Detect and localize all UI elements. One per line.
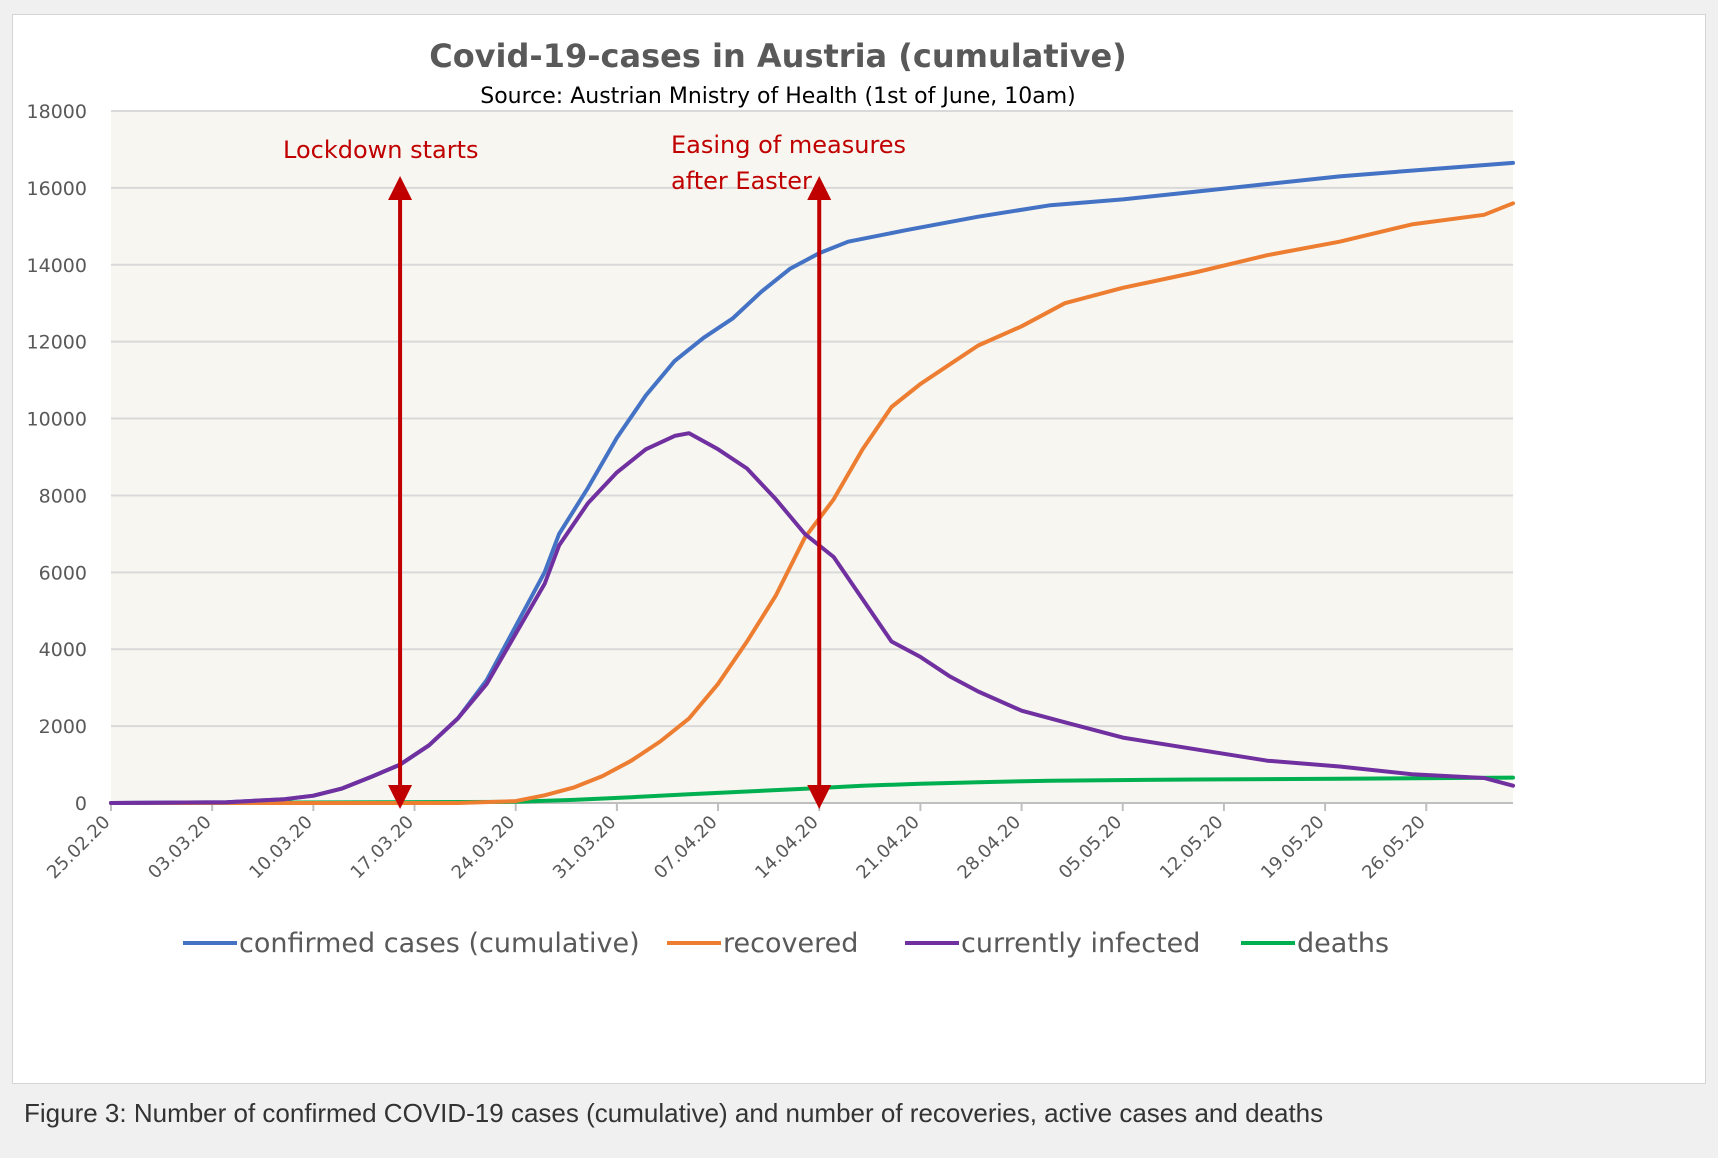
y-tick-label: 0 <box>75 793 87 815</box>
x-tick-label: 25.02.20 <box>43 812 115 884</box>
plot-background <box>111 111 1513 803</box>
x-tick-label: 03.03.20 <box>144 812 216 884</box>
legend-label: confirmed cases (cumulative) <box>239 928 640 959</box>
x-tick-label: 12.05.20 <box>1156 812 1228 884</box>
x-tick-label: 17.03.20 <box>347 812 419 884</box>
chart-title: Covid-19-cases in Austria (cumulative) <box>429 37 1127 75</box>
figure-caption: Figure 3: Number of confirmed COVID-19 c… <box>24 1098 1324 1128</box>
y-tick-label: 10000 <box>27 409 87 431</box>
y-tick-label: 6000 <box>39 562 87 584</box>
line-chart: 0 2000 4000 6000 8000 10000 12000 14000 16000 180… <box>27 37 1515 959</box>
series-line-recovered <box>109 201 1515 805</box>
x-tick-label: 26.05.20 <box>1358 812 1430 884</box>
annotation-label: Easing of measures <box>671 131 906 159</box>
y-tick-label: 14000 <box>27 255 87 277</box>
y-tick-label: 12000 <box>27 332 87 354</box>
legend-label: deaths <box>1297 928 1389 959</box>
x-tick-label: 19.05.20 <box>1257 812 1329 884</box>
legend-label: currently infected <box>961 928 1200 959</box>
series-line-deaths <box>109 775 1515 805</box>
x-tick-label: 05.05.20 <box>1055 812 1127 884</box>
legend-label: recovered <box>723 928 858 959</box>
chart-area: 0 2000 4000 6000 8000 10000 12000 14000 16000 180… <box>12 14 1706 1084</box>
x-tick-label: 10.03.20 <box>245 812 317 884</box>
x-tick-label: 28.04.20 <box>954 812 1026 884</box>
x-tick-label: 07.04.20 <box>650 812 722 884</box>
annotation-label: Lockdown starts <box>283 136 479 164</box>
y-tick-label: 2000 <box>39 716 87 738</box>
x-tick-label: 31.03.20 <box>549 812 621 884</box>
y-tick-label: 8000 <box>39 485 87 507</box>
y-tick-label: 18000 <box>27 101 87 123</box>
y-tick-label: 4000 <box>39 639 87 661</box>
x-tick-label: 14.04.20 <box>751 812 823 884</box>
annotation-label: after Easter <box>671 167 812 195</box>
chart-subtitle: Source: Austrian Mnistry of Health (1st … <box>480 84 1075 109</box>
y-tick-label: 16000 <box>27 178 87 200</box>
x-tick-label: 21.04.20 <box>852 812 924 884</box>
x-tick-label: 24.03.20 <box>448 812 520 884</box>
